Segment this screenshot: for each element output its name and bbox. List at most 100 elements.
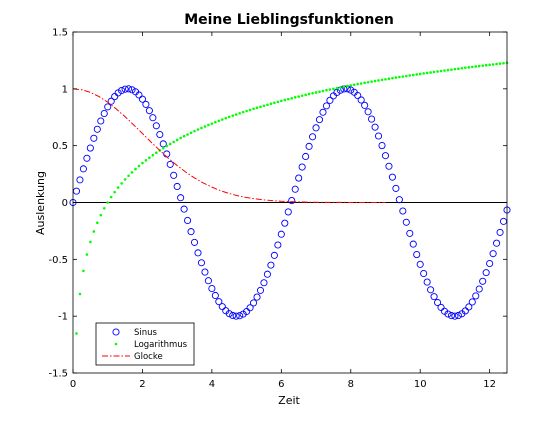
data-point-logarithmus bbox=[280, 99, 283, 103]
data-point-sinus bbox=[152, 122, 160, 130]
data-point-sinus bbox=[256, 286, 265, 294]
data-point-logarithmus bbox=[238, 111, 241, 115]
data-point-sinus bbox=[361, 101, 369, 109]
data-point-sinus bbox=[368, 115, 376, 123]
data-point-sinus bbox=[486, 259, 494, 268]
data-point-logarithmus bbox=[269, 102, 273, 106]
data-point-logarithmus bbox=[151, 153, 155, 157]
data-point-logarithmus bbox=[144, 159, 148, 162]
data-point-logarithmus bbox=[259, 105, 262, 109]
data-point-logarithmus bbox=[432, 70, 436, 74]
legend-label-glocke: Glocke bbox=[134, 352, 163, 362]
data-point-logarithmus bbox=[175, 138, 179, 142]
data-point-sinus bbox=[246, 304, 254, 312]
legend-marker-sinus bbox=[112, 328, 120, 336]
data-point-sinus bbox=[135, 91, 143, 99]
data-point-sinus bbox=[194, 249, 202, 257]
data-point-logarithmus bbox=[123, 178, 127, 181]
legend-marker-logarithmus bbox=[114, 342, 118, 346]
data-point-logarithmus bbox=[477, 64, 481, 68]
data-point-logarithmus bbox=[186, 133, 189, 136]
x-tick-label: 12 bbox=[483, 379, 496, 390]
data-point-logarithmus bbox=[328, 88, 332, 91]
data-point-sinus bbox=[260, 279, 268, 287]
data-point-logarithmus bbox=[481, 64, 484, 67]
data-point-sinus bbox=[145, 107, 153, 115]
data-point-logarithmus bbox=[377, 79, 380, 82]
data-point-logarithmus bbox=[474, 65, 478, 68]
data-point-logarithmus bbox=[321, 89, 325, 93]
y-tick-label: 1 bbox=[62, 84, 68, 95]
data-point-sinus bbox=[138, 95, 146, 103]
data-point-logarithmus bbox=[75, 332, 78, 335]
data-point-sinus bbox=[451, 312, 459, 320]
data-point-sinus bbox=[489, 250, 497, 258]
data-point-logarithmus bbox=[227, 115, 231, 119]
data-point-logarithmus bbox=[335, 86, 339, 90]
axes: 0 2 4 6 8 10 12 -1.5 -1 -0.5 0 0.5 1 1.5 bbox=[48, 28, 508, 390]
data-point-sinus bbox=[149, 114, 157, 122]
data-point-logarithmus bbox=[231, 114, 235, 117]
data-point-sinus bbox=[409, 240, 417, 248]
data-point-logarithmus bbox=[196, 128, 200, 131]
series-glocke bbox=[72, 88, 386, 203]
data-point-logarithmus bbox=[168, 142, 172, 146]
data-point-logarithmus bbox=[96, 221, 99, 225]
data-point-logarithmus bbox=[141, 161, 144, 165]
data-point-logarithmus bbox=[311, 91, 314, 95]
data-point-sinus bbox=[465, 303, 473, 311]
data-point-logarithmus bbox=[82, 269, 85, 273]
data-point-logarithmus bbox=[342, 85, 346, 89]
data-point-logarithmus bbox=[411, 73, 415, 77]
data-point-sinus bbox=[312, 124, 320, 132]
data-point-logarithmus bbox=[425, 71, 429, 75]
data-point-sinus bbox=[100, 109, 108, 118]
data-point-sinus bbox=[190, 238, 199, 246]
data-point-logarithmus bbox=[484, 63, 488, 67]
y-axis-label: Auslenkung bbox=[34, 171, 47, 235]
data-point-sinus bbox=[319, 108, 327, 116]
data-point-logarithmus bbox=[464, 66, 467, 70]
x-axis-label: Zeit bbox=[278, 394, 300, 407]
data-point-sinus bbox=[437, 303, 445, 311]
data-point-logarithmus bbox=[283, 98, 287, 102]
data-point-logarithmus bbox=[443, 69, 446, 72]
legend: Sinus Logarithmus Glocke bbox=[95, 322, 195, 366]
data-point-sinus bbox=[354, 91, 362, 100]
x-tick-label: 6 bbox=[278, 379, 284, 390]
data-point-sinus bbox=[270, 251, 278, 259]
data-point-sinus bbox=[79, 165, 87, 173]
data-point-sinus bbox=[184, 216, 192, 225]
data-point-sinus bbox=[434, 298, 442, 307]
data-point-sinus bbox=[413, 251, 421, 259]
data-point-logarithmus bbox=[304, 93, 307, 97]
data-point-sinus bbox=[263, 270, 271, 278]
data-point-sinus bbox=[208, 284, 216, 293]
data-point-sinus bbox=[295, 174, 303, 182]
data-point-sinus bbox=[315, 116, 324, 124]
series-logarithmus bbox=[75, 61, 509, 335]
data-point-sinus bbox=[416, 260, 424, 268]
data-point-sinus bbox=[371, 123, 379, 131]
data-point-sinus bbox=[395, 196, 403, 204]
data-point-logarithmus bbox=[384, 77, 387, 81]
data-point-logarithmus bbox=[345, 84, 349, 88]
data-point-logarithmus bbox=[252, 107, 255, 111]
data-point-sinus bbox=[496, 228, 504, 236]
data-point-logarithmus bbox=[127, 174, 130, 178]
data-point-sinus bbox=[83, 154, 91, 162]
data-point-logarithmus bbox=[214, 120, 217, 124]
data-point-sinus bbox=[322, 102, 331, 110]
data-point-logarithmus bbox=[325, 88, 328, 92]
data-point-logarithmus bbox=[102, 206, 106, 210]
data-point-sinus bbox=[302, 152, 310, 161]
data-point-logarithmus bbox=[457, 67, 460, 71]
data-point-logarithmus bbox=[439, 69, 443, 73]
data-point-logarithmus bbox=[106, 201, 110, 204]
data-point-sinus bbox=[201, 268, 209, 276]
data-point-logarithmus bbox=[113, 190, 116, 194]
data-point-sinus bbox=[218, 303, 226, 311]
data-point-sinus bbox=[347, 86, 355, 94]
data-point-sinus bbox=[385, 162, 393, 170]
